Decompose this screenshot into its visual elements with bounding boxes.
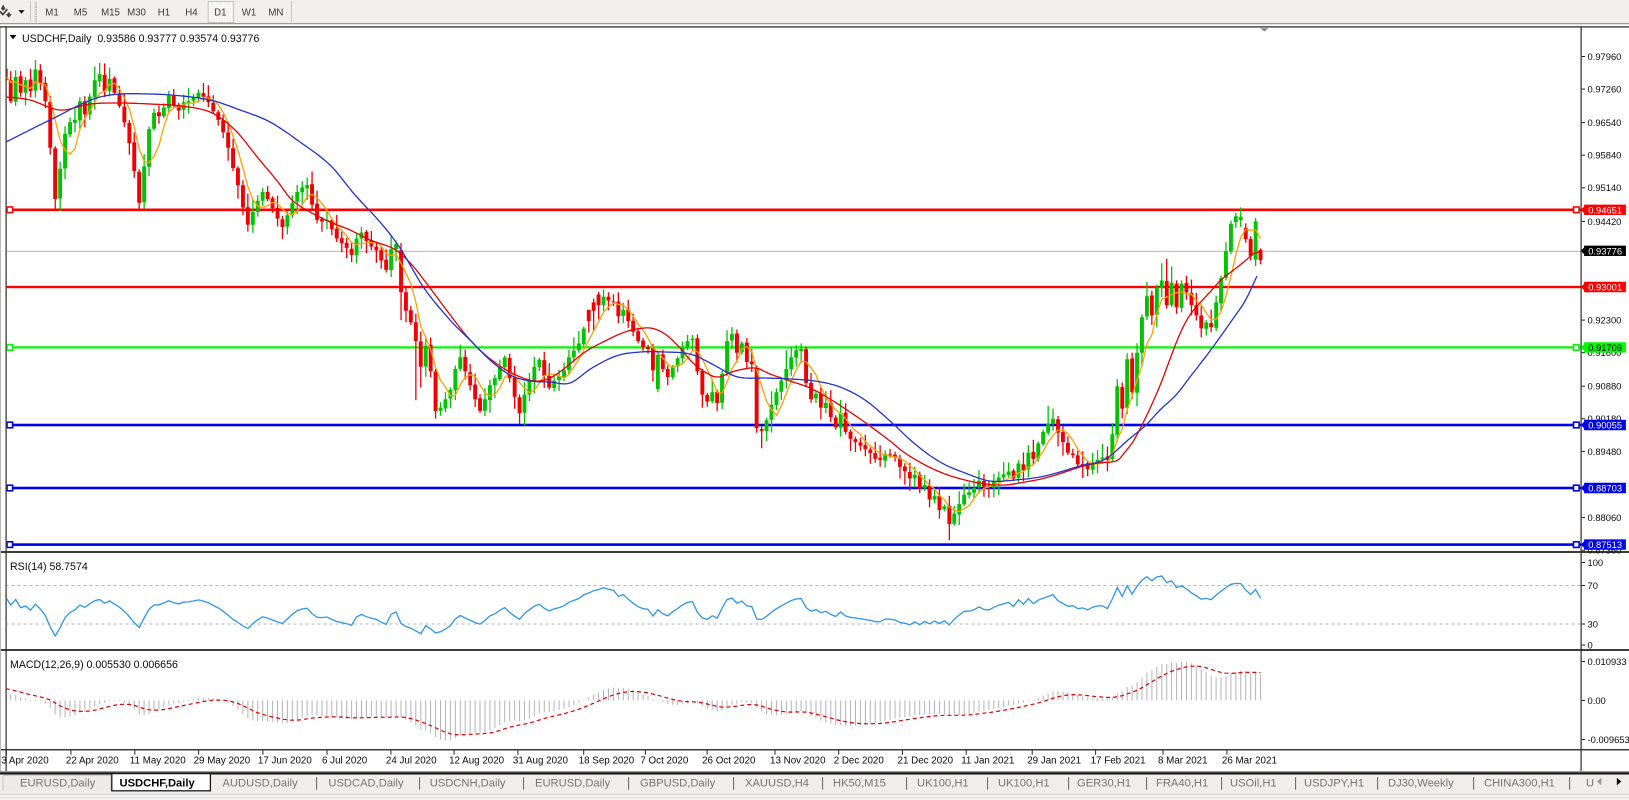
- svg-text:0.91709: 0.91709: [1588, 342, 1622, 353]
- svg-text:RSI(14) 58.7574: RSI(14) 58.7574: [10, 561, 88, 573]
- svg-text:7 Oct 2020: 7 Oct 2020: [640, 756, 688, 767]
- svg-text:W1: W1: [242, 8, 257, 19]
- svg-text:M5: M5: [74, 8, 87, 19]
- svg-text:EURUSD,Daily: EURUSD,Daily: [20, 777, 96, 789]
- svg-text:0.87360: 0.87360: [1588, 545, 1622, 556]
- svg-text:0.97260: 0.97260: [1588, 84, 1622, 95]
- svg-text:0.90880: 0.90880: [1588, 381, 1622, 392]
- svg-text:30: 30: [1588, 618, 1598, 629]
- svg-text:H4: H4: [185, 8, 198, 19]
- svg-text:2 Dec 2020: 2 Dec 2020: [834, 756, 885, 767]
- svg-text:EURUSD,Daily: EURUSD,Daily: [535, 777, 611, 789]
- svg-text:USDCAD,Daily: USDCAD,Daily: [328, 777, 404, 789]
- svg-text:0.95140: 0.95140: [1588, 182, 1622, 193]
- svg-text:17 Feb 2021: 17 Feb 2021: [1091, 756, 1146, 767]
- svg-text:26 Oct 2020: 26 Oct 2020: [702, 756, 756, 767]
- svg-text:0.93776: 0.93776: [1588, 245, 1622, 256]
- svg-text:UK100,H1: UK100,H1: [917, 777, 969, 789]
- svg-text:13 Nov 2020: 13 Nov 2020: [770, 756, 826, 767]
- svg-text:USDJPY,H1: USDJPY,H1: [1304, 777, 1364, 789]
- svg-text:11 Jan 2021: 11 Jan 2021: [961, 756, 1014, 767]
- svg-text:29 May 2020: 29 May 2020: [194, 756, 251, 767]
- svg-text:0.90180: 0.90180: [1588, 413, 1622, 424]
- svg-text:8 Mar 2021: 8 Mar 2021: [1158, 756, 1208, 767]
- svg-text:USOil,H1: USOil,H1: [1230, 777, 1277, 789]
- svg-text:0.92300: 0.92300: [1588, 315, 1622, 326]
- svg-text:0.010933: 0.010933: [1588, 656, 1627, 667]
- svg-text:USDCHF,Daily: USDCHF,Daily: [120, 777, 196, 789]
- svg-text:29 Jan 2021: 29 Jan 2021: [1027, 756, 1081, 767]
- svg-text:70: 70: [1588, 580, 1598, 591]
- svg-text:0.00: 0.00: [1588, 695, 1606, 706]
- svg-text:M1: M1: [45, 8, 58, 19]
- svg-text:3 Apr 2020: 3 Apr 2020: [1, 756, 49, 767]
- svg-text:0.88703: 0.88703: [1588, 483, 1622, 494]
- svg-text:MACD(12,26,9) 0.005530 0.00665: MACD(12,26,9) 0.005530 0.006656: [10, 659, 178, 671]
- svg-text:FRA40,H1: FRA40,H1: [1156, 777, 1208, 789]
- svg-text:H1: H1: [158, 8, 170, 19]
- svg-text:0.95840: 0.95840: [1588, 150, 1622, 161]
- svg-text:CHINA300,H1: CHINA300,H1: [1484, 777, 1555, 789]
- svg-text:0.93001: 0.93001: [1588, 282, 1622, 293]
- svg-text:-0.009653: -0.009653: [1588, 734, 1629, 745]
- svg-text:0.90055: 0.90055: [1588, 420, 1622, 431]
- svg-text:USDCNH,Daily: USDCNH,Daily: [430, 777, 506, 789]
- svg-text:DJ30,Weekly: DJ30,Weekly: [1388, 777, 1454, 789]
- svg-text:0.94420: 0.94420: [1588, 216, 1622, 227]
- svg-text:6 Jul 2020: 6 Jul 2020: [322, 756, 368, 767]
- svg-text:12 Aug 2020: 12 Aug 2020: [449, 756, 505, 767]
- svg-text:17 Jun 2020: 17 Jun 2020: [258, 756, 312, 767]
- svg-text:18 Sep 2020: 18 Sep 2020: [579, 756, 635, 767]
- svg-text:31 Aug 2020: 31 Aug 2020: [513, 756, 569, 767]
- svg-text:MN: MN: [268, 8, 283, 19]
- svg-text:0.88060: 0.88060: [1588, 512, 1622, 523]
- svg-text:0.96540: 0.96540: [1588, 117, 1622, 128]
- svg-text:26 Mar 2021: 26 Mar 2021: [1222, 756, 1277, 767]
- svg-text:HK50,M15: HK50,M15: [833, 777, 886, 789]
- svg-text:0: 0: [1588, 639, 1593, 650]
- svg-text:UK100,H1: UK100,H1: [998, 777, 1050, 789]
- svg-text:U: U: [1586, 777, 1594, 789]
- svg-text:24 Jul 2020: 24 Jul 2020: [386, 756, 437, 767]
- svg-text:M30: M30: [127, 8, 146, 19]
- svg-text:0.97960: 0.97960: [1588, 51, 1622, 62]
- svg-text:D1: D1: [214, 8, 226, 19]
- svg-text:0.89480: 0.89480: [1588, 446, 1622, 457]
- svg-text:AUDUSD,Daily: AUDUSD,Daily: [223, 777, 299, 789]
- svg-text:11 May 2020: 11 May 2020: [130, 756, 186, 767]
- svg-text:0.94651: 0.94651: [1588, 204, 1622, 215]
- svg-text:USDCHF,Daily 0.93586 0.93777: USDCHF,Daily 0.93586 0.93777 0.93574 0.9…: [22, 33, 259, 45]
- svg-text:100: 100: [1588, 557, 1604, 568]
- svg-text:M15: M15: [101, 8, 120, 19]
- svg-text:GBPUSD,Daily: GBPUSD,Daily: [640, 777, 716, 789]
- svg-text:0.87513: 0.87513: [1588, 539, 1622, 550]
- svg-text:GER30,H1: GER30,H1: [1077, 777, 1131, 789]
- svg-text:XAUUSD,H4: XAUUSD,H4: [745, 777, 809, 789]
- svg-text:22 Apr 2020: 22 Apr 2020: [66, 756, 119, 767]
- svg-text:21 Dec 2020: 21 Dec 2020: [898, 756, 954, 767]
